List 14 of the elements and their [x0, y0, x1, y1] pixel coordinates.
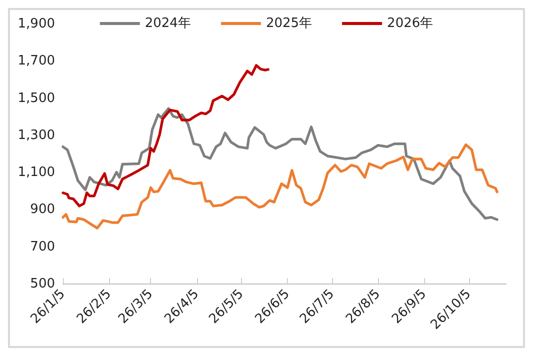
y-tick-label: 1,700: [18, 54, 55, 69]
y-tick-label: 1,900: [18, 16, 55, 32]
y-tick-label: 1,100: [18, 165, 55, 180]
y-tick-label: 500: [30, 276, 55, 292]
line-series: [62, 64, 270, 208]
y-tick-label: 700: [30, 239, 55, 254]
line-series: [62, 107, 498, 221]
legend-label: 2024年: [144, 16, 191, 31]
y-tick-label: 1,300: [18, 128, 55, 143]
legend-label: 2026年: [387, 16, 434, 31]
y-tick-label: 900: [30, 202, 55, 218]
line-series: [62, 143, 498, 230]
y-tick-label: 1,500: [18, 90, 55, 106]
legend-label: 2025年: [266, 16, 312, 31]
